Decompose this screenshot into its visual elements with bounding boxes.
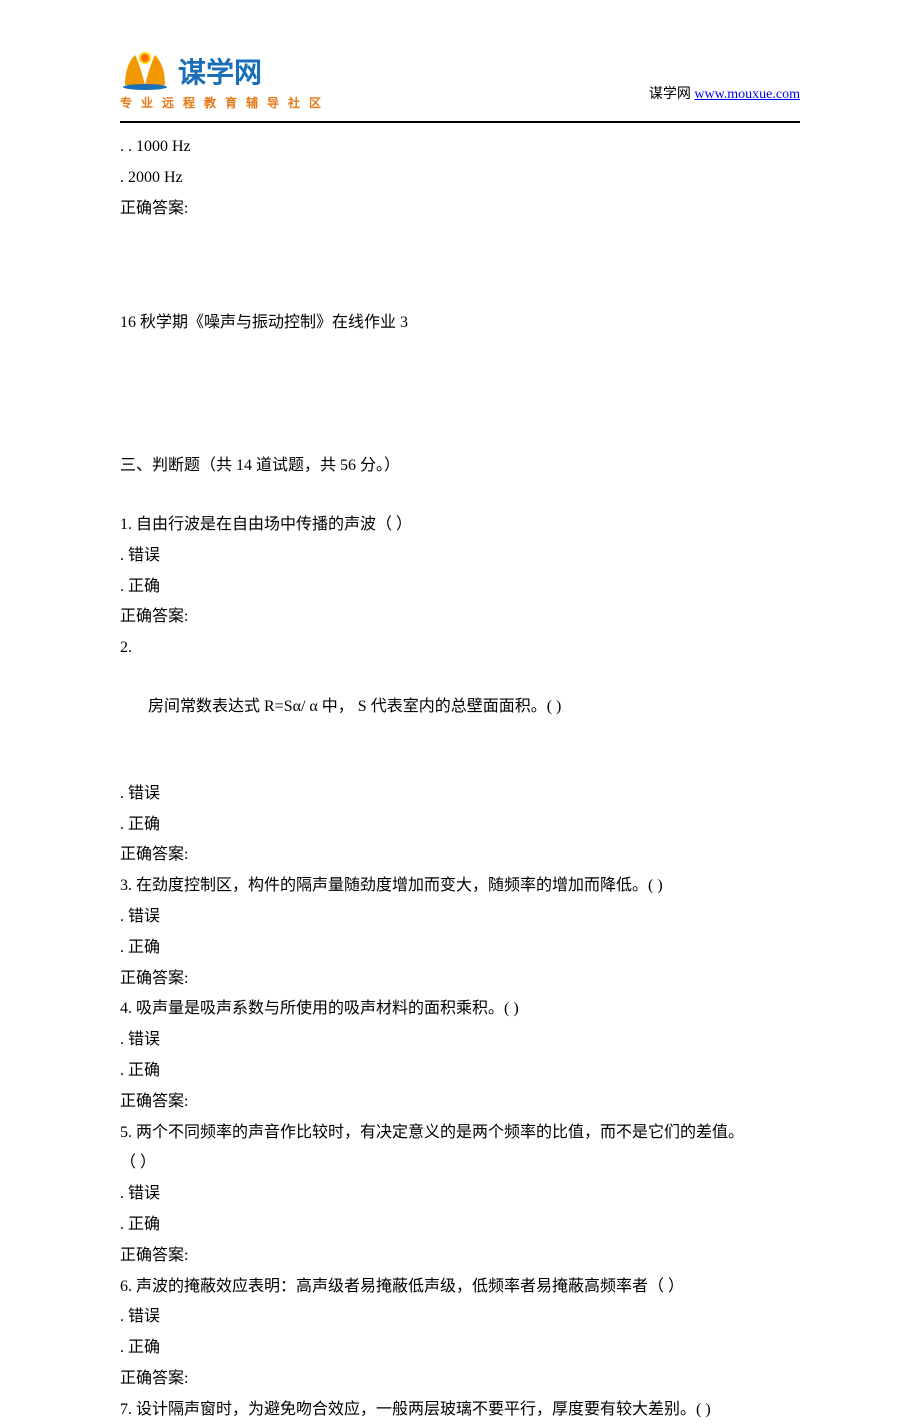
logo-icon: [120, 50, 170, 92]
option-wrong: . 错误: [120, 1303, 800, 1332]
answer-label: 正确答案:: [120, 965, 800, 994]
question-text: 5. 两个不同频率的声音作比较时，有决定意义的是两个频率的比值，而不是它们的差值…: [120, 1119, 800, 1148]
logo-tagline: 专 业 远 程 教 育 辅 导 社 区: [120, 94, 324, 111]
option-correct: . 正确: [120, 811, 800, 840]
option-wrong: . 错误: [120, 903, 800, 932]
section-heading: 三、判断题（共 14 道试题，共 56 分。）: [120, 452, 800, 481]
document-content: . . 1000 Hz . 2000 Hz 正确答案: 16 秋学期《噪声与振动…: [0, 123, 920, 1425]
question-number: 2.: [120, 634, 800, 663]
logo-container: 谋学网 专 业 远 程 教 育 辅 导 社 区: [120, 50, 324, 111]
option-correct: . 正确: [120, 1334, 800, 1363]
answer-label: 正确答案:: [120, 195, 800, 224]
question-text: 1. 自由行波是在自由场中传播的声波（ ）: [120, 511, 800, 540]
answer-label: 正确答案:: [120, 603, 800, 632]
option-wrong: . 错误: [120, 542, 800, 571]
question-text: 7. 设计隔声窗时，为避免吻合效应，一般两层玻璃不要平行，厚度要有较大差别。( …: [120, 1396, 800, 1425]
option-correct: . 正确: [120, 934, 800, 963]
question-text: 4. 吸声量是吸声系数与所使用的吸声材料的面积乘积。( ): [120, 995, 800, 1024]
option-wrong: . 错误: [120, 780, 800, 809]
header-site-info: 谋学网 www.mouxue.com: [649, 83, 800, 111]
answer-label: 正确答案:: [120, 1088, 800, 1117]
logo-main-text: 谋学网: [178, 51, 262, 91]
option-correct: . 正确: [120, 1211, 800, 1240]
answer-label: 正确答案:: [120, 841, 800, 870]
option-text: . . 1000 Hz: [120, 133, 800, 162]
page-header: 谋学网 专 业 远 程 教 育 辅 导 社 区 谋学网 www.mouxue.c…: [0, 0, 920, 121]
site-link[interactable]: www.mouxue.com: [694, 87, 800, 102]
question-text-continued: （ ）: [120, 1149, 800, 1178]
question-text: 6. 声波的掩蔽效应表明：高声级者易掩蔽低声级，低频率者易掩蔽高频率者（ ）: [120, 1273, 800, 1302]
site-label: 谋学网: [649, 87, 691, 102]
logo-top: 谋学网: [120, 50, 324, 92]
logo-text: 谋学网: [178, 51, 262, 91]
answer-label: 正确答案:: [120, 1242, 800, 1271]
question-text: 3. 在劲度控制区，构件的隔声量随劲度增加而变大，随频率的增加而降低。( ): [120, 872, 800, 901]
answer-label: 正确答案:: [120, 1365, 800, 1394]
option-wrong: . 错误: [120, 1180, 800, 1209]
option-text: . 2000 Hz: [120, 164, 800, 193]
assignment-title: 16 秋学期《噪声与振动控制》在线作业 3: [120, 309, 800, 338]
question-text: 房间常数表达式 R=Sα/ α 中， S 代表室内的总壁面面积。( ): [120, 693, 800, 722]
option-correct: . 正确: [120, 1057, 800, 1086]
option-wrong: . 错误: [120, 1026, 800, 1055]
option-correct: . 正确: [120, 573, 800, 602]
